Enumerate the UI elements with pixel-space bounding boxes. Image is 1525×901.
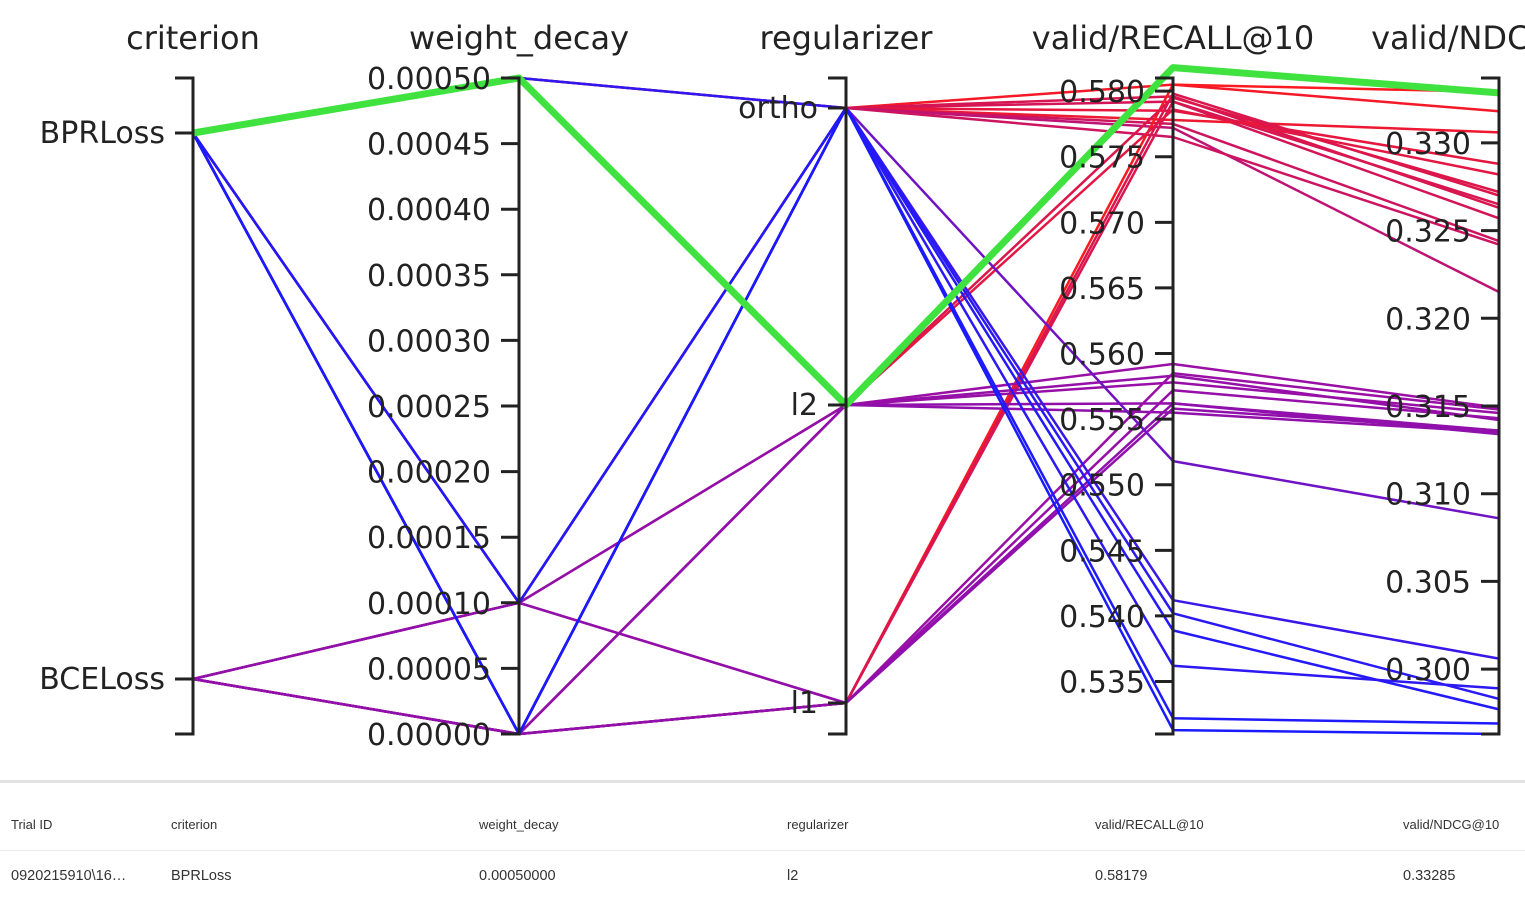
tick-label: 0.320 <box>1385 302 1471 337</box>
header-recall[interactable]: valid/RECALL@10 <box>1095 817 1204 832</box>
axis-title-recall[interactable]: valid/RECALL@10 <box>1032 19 1314 57</box>
divider <box>0 780 1525 783</box>
tick-label: 0.00015 <box>367 521 491 556</box>
axes: criterion BPRLoss BCELoss weight_decay 0.000… <box>39 19 1525 753</box>
tick-label: 0.00030 <box>367 324 491 359</box>
tick-label: 0.00025 <box>367 390 491 425</box>
tick-label: 0.00000 <box>367 718 491 753</box>
tick-label: 0.555 <box>1059 403 1145 438</box>
tick-label: 0.00020 <box>367 456 491 491</box>
tick-label: 0.545 <box>1059 534 1145 569</box>
axis-line[interactable] <box>175 76 195 736</box>
table-header: Trial ID criterion weight_decay regulari… <box>0 800 1525 851</box>
axis-line[interactable] <box>1155 76 1175 736</box>
tick-label: 0.310 <box>1385 478 1471 513</box>
tick-label: 0.330 <box>1385 127 1471 162</box>
axis-ndcg: valid/NDCG@10 0.300 0.305 0.310 0.315 0.320 0.… <box>1371 19 1525 736</box>
tick-label: 0.00040 <box>367 193 491 228</box>
tick-label: 0.00010 <box>367 587 491 622</box>
cell-trial-id: 0920215910\16… <box>11 868 127 884</box>
category-label: l2 <box>791 388 818 423</box>
tick-label: 0.580 <box>1059 75 1145 110</box>
cell-regularizer: l2 <box>787 868 799 884</box>
header-weight-decay[interactable]: weight_decay <box>479 817 559 832</box>
axis-title-regularizer[interactable]: regularizer <box>760 19 934 57</box>
tick-label: 0.565 <box>1059 272 1145 307</box>
tick-label: 0.550 <box>1059 469 1145 504</box>
header-criterion[interactable]: criterion <box>171 817 218 832</box>
cell-ndcg: 0.33285 <box>1403 868 1456 884</box>
axis-weight_decay: weight_decay 0.00000 0.00005 0.00010 0.00015… <box>367 19 629 753</box>
tick-label: 0.315 <box>1385 390 1471 425</box>
tick-label: 0.305 <box>1385 565 1471 600</box>
tick-label: 0.540 <box>1059 600 1145 635</box>
tick-label: 0.00005 <box>367 652 491 687</box>
tick-label: 0.560 <box>1059 338 1145 373</box>
trials-table: Trial ID criterion weight_decay regulari… <box>0 800 1525 901</box>
axis-title-criterion[interactable]: criterion <box>126 19 260 57</box>
axis-title-weight_decay[interactable]: weight_decay <box>409 19 629 57</box>
tick-label: 0.570 <box>1059 206 1145 241</box>
tick-label: 0.00050 <box>367 62 491 97</box>
header-trial-id[interactable]: Trial ID <box>11 817 53 832</box>
tick-label: 0.535 <box>1059 666 1145 701</box>
tick-label: 0.575 <box>1059 141 1145 176</box>
axis-criterion: criterion BPRLoss BCELoss <box>39 19 260 736</box>
tick-label: 0.00035 <box>367 259 491 294</box>
axis-title-ndcg[interactable]: valid/NDCG@10 <box>1371 19 1525 57</box>
axis-recall: valid/RECALL@10 0.535 0.540 0.545 0.550 0.555… <box>1032 19 1314 736</box>
header-regularizer[interactable]: regularizer <box>787 817 849 832</box>
cell-recall: 0.58179 <box>1095 868 1148 884</box>
category-label: BCELoss <box>39 662 165 697</box>
category-label: BPRLoss <box>40 116 165 151</box>
tick-label: 0.300 <box>1385 653 1471 688</box>
category-label: l1 <box>791 686 818 721</box>
cell-criterion: BPRLoss <box>171 868 232 884</box>
category-label: ortho <box>738 91 818 126</box>
tick-label: 0.00045 <box>367 128 491 163</box>
axis-regularizer: regularizer ortho l2 l1 <box>738 19 934 736</box>
table-row[interactable]: 0920215910\16… BPRLoss 0.00050000 l2 0.5… <box>0 851 1525 901</box>
tick-label: 0.325 <box>1385 215 1471 250</box>
header-ndcg[interactable]: valid/NDCG@10 <box>1403 817 1500 832</box>
parallel-coordinates-chart: criterion BPRLoss BCELoss weight_decay 0.000… <box>39 19 1525 753</box>
cell-weight-decay: 0.00050000 <box>479 868 556 884</box>
